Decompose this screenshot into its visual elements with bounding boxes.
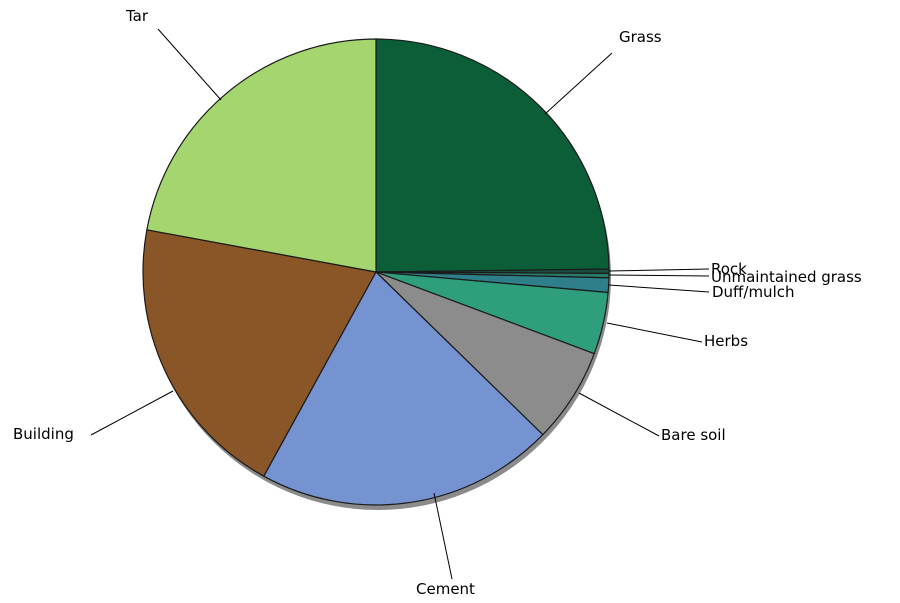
- leader-bare-soil: [578, 392, 660, 437]
- label-building: Building: [13, 425, 74, 443]
- slice-tar: [146, 38, 377, 273]
- label-herbs: Herbs: [704, 332, 748, 350]
- pie-slices: [142, 38, 610, 506]
- label-cement: Cement: [416, 580, 475, 598]
- leader-herbs: [606, 322, 703, 343]
- slice-labels: Grass Rock Unmaintained grass Duff/mulch…: [13, 7, 862, 598]
- leader-rock: [608, 268, 710, 272]
- label-unmaintained-grass: Unmaintained grass: [711, 268, 862, 286]
- label-tar: Tar: [125, 7, 149, 25]
- leader-tar: [157, 28, 222, 101]
- label-grass: Grass: [619, 28, 662, 46]
- leader-building: [90, 390, 174, 436]
- leader-lines: [90, 28, 710, 580]
- leader-cement: [433, 492, 453, 580]
- label-duff-mulch: Duff/mulch: [712, 283, 795, 301]
- slice-cement: [262, 271, 544, 506]
- leader-unmaintained-grass: [608, 274, 710, 277]
- slice-grass: [375, 38, 610, 273]
- leader-duff-mulch: [608, 284, 710, 293]
- label-rock: Rock: [711, 260, 747, 278]
- leader-grass: [544, 52, 613, 115]
- label-bare-soil: Bare soil: [661, 426, 726, 444]
- slice-building: [142, 229, 377, 477]
